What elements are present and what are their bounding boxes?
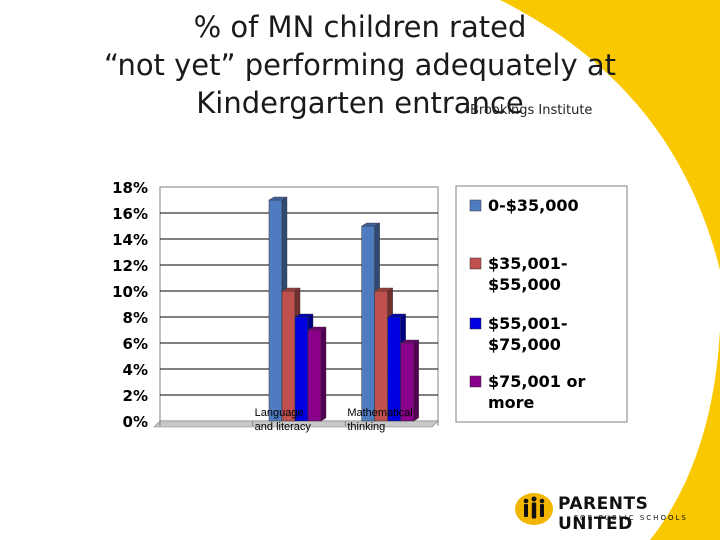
- logo-mark-icon: [515, 493, 553, 525]
- bar-top: [281, 287, 301, 292]
- bar: [361, 225, 375, 422]
- y-tick-label: 18%: [112, 179, 148, 197]
- y-tick-label: 10%: [112, 283, 148, 301]
- logo-subtext: FOR PUBLIC SCHOOLS: [574, 514, 688, 522]
- legend-label: $55,000: [488, 275, 561, 294]
- bar-top: [373, 287, 394, 292]
- title-line-2: “not yet” performing adequately at: [104, 48, 616, 82]
- bar-top: [399, 339, 420, 344]
- legend-swatch: [469, 317, 482, 330]
- legend-label: $55,001-: [488, 314, 568, 333]
- bar-chart: 0% 2% 4% 6% 8% 10% 12% 14% 16% 18% Language and lit…: [112, 179, 628, 433]
- bar-top: [307, 326, 327, 331]
- y-tick-label: 16%: [112, 205, 148, 223]
- category-label: thinking: [347, 421, 385, 433]
- y-tick-label: 4%: [123, 361, 148, 379]
- legend-label: more: [488, 393, 535, 412]
- title-line-3: Kindergarten entrance: [196, 86, 524, 120]
- category-label: and literacy: [255, 421, 312, 433]
- slide-title: % of MN children rated “not yet” perform…: [60, 8, 660, 122]
- bar-top: [386, 313, 407, 318]
- legend-swatch: [469, 375, 482, 388]
- bar: [307, 329, 322, 422]
- category-label: Mathematical: [347, 407, 412, 419]
- legend-label: $35,001-: [488, 254, 568, 273]
- bar: [374, 290, 388, 422]
- y-tick-label: 6%: [123, 335, 148, 353]
- y-tick-label: 14%: [112, 231, 148, 249]
- y-tick-label: 0%: [123, 413, 148, 431]
- y-tick-label: 8%: [123, 309, 148, 327]
- legend-swatch: [469, 257, 482, 270]
- logo-text: PARENTS UNITED: [558, 494, 649, 534]
- parents-united-logo: PARENTS UNITED FOR PUBLIC SCHOOLS: [514, 492, 704, 534]
- bar: [281, 290, 296, 422]
- y-tick-label: 2%: [123, 387, 148, 405]
- bar-top: [268, 196, 288, 201]
- bar-side: [320, 326, 327, 422]
- legend-label: $75,000: [488, 335, 561, 354]
- source-label: Brookings Institute: [470, 103, 593, 118]
- title-line-1: % of MN children rated: [193, 10, 527, 44]
- bar-top: [360, 222, 381, 227]
- bar: [294, 316, 309, 422]
- bar: [268, 199, 283, 422]
- yellow-swoosh: [500, 0, 720, 270]
- y-tick-label: 12%: [112, 257, 148, 275]
- bar-side: [413, 339, 419, 422]
- legend-swatch: [469, 199, 482, 212]
- legend: [455, 185, 628, 423]
- legend-label: 0-$35,000: [488, 196, 579, 215]
- legend-label: $75,001 or: [488, 372, 585, 391]
- category-label: Language: [255, 407, 304, 419]
- bar: [387, 316, 401, 422]
- bar-top: [294, 313, 314, 318]
- yellow-swoosh-lower: [650, 330, 720, 540]
